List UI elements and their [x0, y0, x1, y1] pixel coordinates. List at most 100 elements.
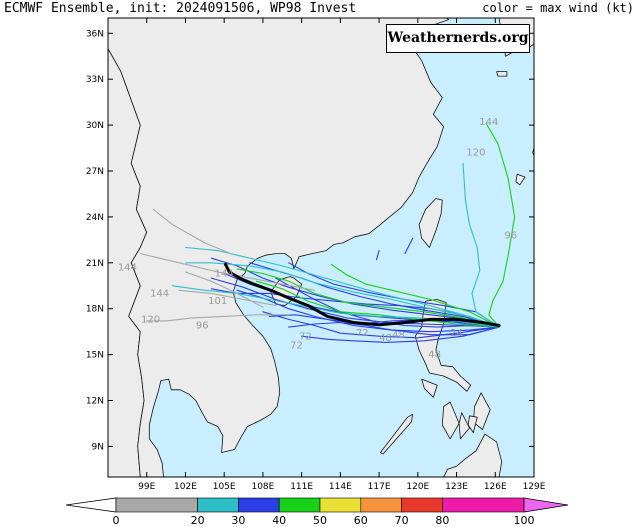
landmass-10: [467, 415, 478, 434]
lat-tick-label: 18N: [86, 305, 104, 315]
ensemble-track-21: [184, 262, 500, 328]
lon-tick-label: 105E: [213, 482, 236, 492]
ensemble-track-24: [178, 289, 277, 307]
map-frame: [107, 17, 535, 478]
lat-tick-label: 27N: [86, 167, 104, 177]
colorbar-caption: color = max wind (kt): [482, 1, 634, 15]
hour-label: 96: [196, 321, 209, 332]
lon-tick-label: 108E: [251, 482, 274, 492]
landmass-1: [108, 18, 450, 477]
ensemble-track-6: [301, 326, 500, 343]
ensemble-track-1: [210, 277, 500, 328]
weathernerds-logo: Weathernerds.org: [386, 24, 530, 53]
colorbar-bin: [238, 497, 280, 513]
ensemble-track-18: [462, 162, 500, 328]
hour-label: 72: [356, 328, 369, 339]
lon-tick-label: 102E: [174, 482, 197, 492]
colorbar-bin: [401, 497, 443, 513]
colorbar-label: 20: [191, 514, 205, 527]
colorbar-label: 60: [354, 514, 368, 527]
colorbar-label: 40: [272, 514, 286, 527]
landmass-7: [472, 392, 491, 431]
hour-label: 120: [141, 314, 160, 325]
colorbar-low-arrow: [65, 497, 117, 513]
landmass-9: [458, 412, 470, 440]
hour-label: 72: [299, 331, 312, 342]
colorbar-label: 0: [113, 514, 120, 527]
lat-tick-label: 24N: [86, 213, 104, 223]
lon-tick-label: 99E: [138, 482, 155, 492]
colorbar-bin: [442, 497, 525, 513]
colorbar-label: 50: [313, 514, 327, 527]
ensemble-track-25: [184, 271, 264, 308]
lat-tick-label: 33N: [86, 75, 104, 85]
landmass-14: [515, 173, 526, 186]
ensemble-track-23: [146, 314, 290, 322]
hour-label: 48: [392, 330, 405, 341]
ensemble-track-22: [139, 253, 316, 291]
landmass-3: [418, 198, 443, 248]
ensemble-track-17: [255, 280, 500, 328]
ensemble-track-15: [485, 123, 516, 328]
lon-tick-label: 126E: [484, 482, 507, 492]
hour-label: 120: [466, 148, 485, 159]
colorbar-label: 70: [395, 514, 409, 527]
hour-label: 48: [428, 350, 441, 361]
ensemble-track-7: [288, 262, 500, 328]
ensemble-tracks: [139, 123, 516, 343]
colorbar-bin: [319, 497, 362, 513]
ensemble-track-8: [268, 314, 500, 328]
hour-label: 24: [450, 328, 463, 339]
ensemble-mean-track: [224, 262, 501, 327]
landmass-11: [421, 378, 438, 398]
hour-label: 48: [379, 333, 392, 344]
lat-tick-label: 15N: [86, 351, 104, 361]
lat-tick-label: 30N: [86, 121, 104, 131]
colorbar-bin: [115, 497, 198, 513]
colorbar-bin: [197, 497, 239, 513]
ensemble-track-11: [288, 321, 500, 336]
lat-tick-label: 12N: [86, 397, 104, 407]
hour-label: 96: [504, 230, 517, 241]
lon-tick-label: 120E: [406, 482, 429, 492]
lon-tick-label: 129E: [523, 482, 546, 492]
hour-label: 72: [290, 340, 303, 351]
colorbar-label: 30: [231, 514, 245, 527]
hour-label: 144: [150, 288, 169, 299]
ensemble-track-19: [184, 246, 500, 328]
lat-tick-label: 21N: [86, 259, 104, 269]
mean-track-line: [224, 262, 501, 327]
ensemble-track-16: [236, 268, 500, 328]
ensemble-track-26: [152, 208, 232, 255]
hour-label: 144: [215, 269, 234, 280]
ensemble-track-5: [262, 311, 500, 339]
ensemble-track-14: [330, 263, 500, 328]
landmass-5: [443, 433, 503, 477]
hour-label: 144: [479, 117, 498, 128]
lon-tick-label: 111E: [290, 482, 313, 492]
ensemble-track-9: [275, 277, 500, 328]
lat-tick-label: 9N: [92, 442, 104, 452]
ensemble-track-12: [375, 250, 380, 261]
lat-tick-label: 36N: [86, 29, 104, 39]
axis-ticks: 36N 33N 30N 27N 24N 21N 18N 15N 12N 9N 99E 102E 105E…: [86, 18, 546, 492]
lon-tick-label: 117E: [368, 482, 391, 492]
colorbar-high-arrow: [523, 497, 569, 513]
lon-tick-label: 123E: [445, 482, 468, 492]
colorbar-label: 80: [435, 514, 449, 527]
landmass-6: [379, 413, 414, 455]
ensemble-track-13: [404, 237, 414, 255]
ensemble-track-2: [236, 289, 500, 333]
colorbar-bin: [360, 497, 402, 513]
lon-tick-label: 114E: [329, 482, 352, 492]
landmass-8: [441, 401, 460, 440]
hour-label: 101: [208, 296, 227, 307]
wind-colorbar: 0 20 30 40 50 60 70 80 100: [65, 497, 569, 527]
colorbar-bin: [278, 497, 321, 513]
chart-title: ECMWF Ensemble, init: 2024091506, WP98 I…: [4, 1, 357, 16]
colorbar-label: 100: [514, 514, 535, 527]
landmass-13: [496, 71, 508, 77]
hour-label: 144: [118, 262, 137, 273]
